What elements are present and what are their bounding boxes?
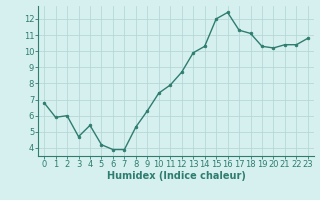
X-axis label: Humidex (Indice chaleur): Humidex (Indice chaleur): [107, 171, 245, 181]
